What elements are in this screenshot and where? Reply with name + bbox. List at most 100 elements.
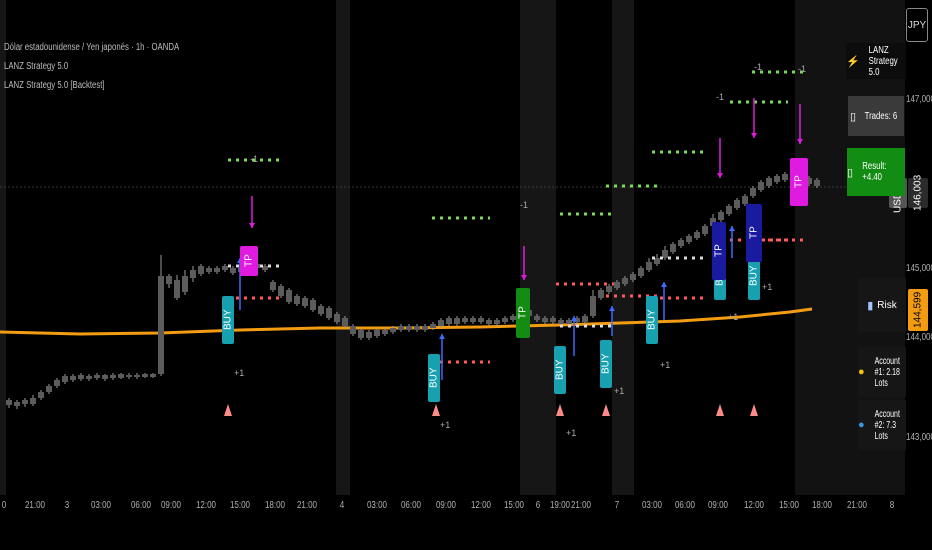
y-axis-label: 145,000	[906, 263, 932, 274]
buy-signal-badge[interactable]: BUY	[222, 296, 234, 344]
trade-count-note: +1	[614, 386, 625, 396]
x-axis-label: 06:00	[130, 500, 152, 511]
session-shade	[0, 0, 6, 495]
candle-body	[718, 212, 724, 220]
x-axis-label: 3	[64, 500, 70, 511]
take-profit-badge[interactable]: TP	[790, 158, 808, 206]
x-axis-label: 06:00	[674, 500, 696, 511]
candle-body	[654, 258, 660, 264]
candle-body	[110, 375, 116, 378]
x-axis-label: 8	[889, 500, 895, 511]
buy-signal-badge[interactable]: BUY	[646, 296, 658, 344]
x-axis-label: 21:00	[24, 500, 46, 511]
candle-body	[206, 268, 212, 272]
candle-body	[814, 180, 820, 186]
account2-panel: ● Account #2: 7.3 Lots	[858, 400, 906, 450]
account-icon: ●	[858, 419, 865, 431]
candle-body	[382, 330, 388, 334]
exit-arrow-head	[797, 139, 803, 144]
candle-body	[686, 236, 692, 242]
symbol-title: Dólar estadounidense / Yen japonés · 1h …	[4, 42, 180, 53]
candle-body	[550, 318, 556, 322]
candle-body	[774, 176, 780, 182]
take-profit-badge[interactable]: TP	[712, 222, 726, 280]
x-axis-label: 21:00	[846, 500, 868, 511]
candle-body	[182, 276, 188, 292]
x-axis-label: 0	[1, 500, 7, 511]
risk-icon: ▮	[867, 299, 874, 312]
moving-average-line	[0, 307, 813, 336]
x-axis-label: 09:00	[435, 500, 457, 511]
candle-body	[566, 320, 572, 324]
candle-body	[446, 318, 452, 324]
buy-signal-badge[interactable]: BUY	[600, 340, 612, 388]
take-profit-badge[interactable]: TP	[746, 204, 762, 262]
candle-body	[494, 320, 500, 324]
candle-body	[150, 374, 156, 377]
exit-arrow-head	[521, 275, 527, 280]
candle-body	[54, 380, 60, 386]
x-axis-label: 6	[535, 500, 541, 511]
y-axis-label: 147,000	[906, 94, 932, 105]
candle-body	[94, 375, 100, 378]
x-axis-label: 19:00	[549, 500, 571, 511]
exit-arrow-head	[751, 133, 757, 138]
session-marker	[716, 404, 724, 416]
candle-body	[758, 182, 764, 190]
ma-price-tag: 144,599	[908, 289, 928, 331]
candle-body	[6, 400, 12, 405]
trade-count-note: +1	[660, 360, 671, 370]
x-axis-label: 09:00	[707, 500, 729, 511]
x-axis-label: 06:00	[400, 500, 422, 511]
candle-body	[158, 276, 164, 374]
candle-body	[614, 282, 620, 288]
candle-body	[342, 318, 348, 326]
x-axis-label: 09:00	[160, 500, 182, 511]
account-icon: ●	[858, 366, 865, 378]
strategy-panel-title: ⚡ LANZ Strategy 5.0	[846, 43, 906, 79]
x-axis-label: 12:00	[195, 500, 217, 511]
entry-arrow-head	[661, 282, 667, 287]
candle-body	[374, 330, 380, 336]
candle-body	[318, 306, 324, 314]
candle-body	[510, 316, 516, 320]
candle-body	[742, 196, 748, 204]
exit-arrow-head	[717, 173, 723, 178]
entry-arrow-head	[571, 316, 577, 321]
result-icon: ▯	[847, 166, 854, 179]
chart-legend: Dólar estadounidense / Yen japonés · 1h …	[4, 38, 179, 95]
trade-count-note: -1	[716, 92, 725, 102]
currency-label: JPY	[906, 8, 928, 42]
x-axis-label: 15:00	[229, 500, 251, 511]
entry-arrow-head	[609, 306, 615, 311]
trade-count-note: +1	[566, 428, 577, 438]
buy-signal-badge[interactable]: BUY	[428, 354, 440, 402]
candle-body	[262, 266, 268, 270]
candle-body	[406, 326, 412, 330]
candle-body	[286, 290, 292, 302]
candle-body	[214, 268, 220, 272]
candle-body	[478, 318, 484, 322]
candle-body	[398, 326, 404, 330]
candle-body	[390, 328, 396, 332]
trade-count-note: -1	[250, 154, 259, 164]
backtest-indicator-name[interactable]: LANZ Strategy 5.0 [Backtest]	[4, 80, 105, 91]
session-shade	[612, 0, 634, 495]
buy-signal-badge[interactable]: BUY	[554, 346, 566, 394]
candle-body	[118, 374, 124, 378]
candle-body	[574, 318, 580, 322]
candle-body	[726, 206, 732, 214]
candle-body	[78, 375, 84, 379]
x-axis-label: 21:00	[296, 500, 318, 511]
entry-arrow-head	[729, 226, 735, 231]
candle-body	[486, 320, 492, 324]
candle-body	[638, 268, 644, 276]
candle-body	[462, 318, 468, 322]
indicator-name[interactable]: LANZ Strategy 5.0	[4, 61, 69, 72]
take-profit-badge[interactable]: TP	[240, 246, 258, 276]
account1-panel: ● Account #1: 2.18 Lots	[858, 347, 906, 397]
candle-body	[358, 330, 364, 338]
x-axis-label: 7	[614, 500, 620, 511]
take-profit-badge[interactable]: TP	[516, 288, 530, 338]
session-shade	[520, 0, 556, 495]
